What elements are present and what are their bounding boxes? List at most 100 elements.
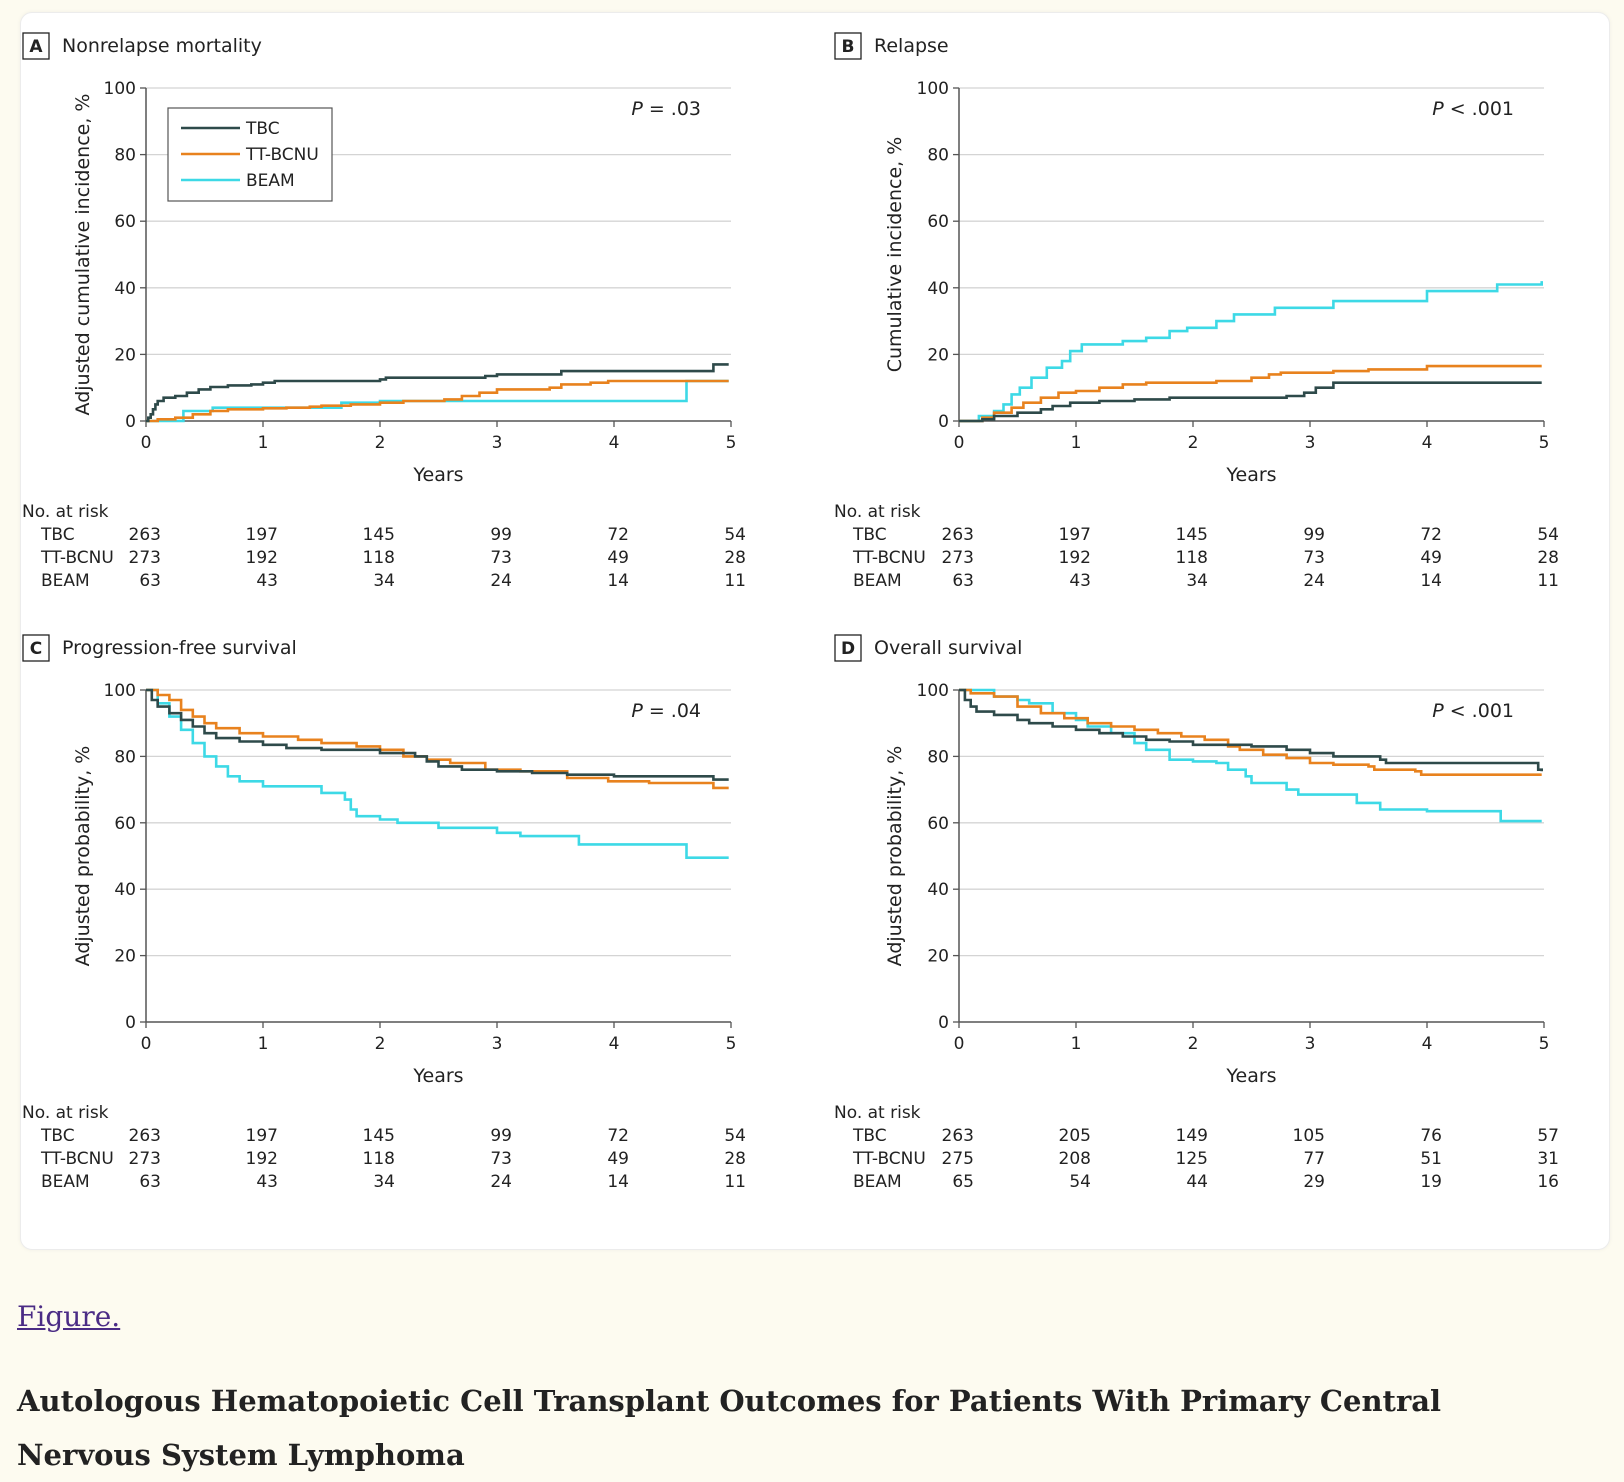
- x-tick-label: 4: [609, 433, 620, 453]
- at-risk-group-name: TT-BCNU: [852, 1149, 926, 1169]
- x-tick-label: 2: [1188, 1034, 1199, 1054]
- legend-label: BEAM: [246, 171, 295, 191]
- panel-title: Overall survival: [874, 637, 1022, 659]
- at-risk-count: 24: [490, 1172, 512, 1192]
- at-risk-group-name: TBC: [852, 525, 887, 545]
- at-risk-count: 72: [607, 525, 629, 545]
- at-risk-count: 263: [942, 525, 974, 545]
- at-risk-count: 24: [1303, 571, 1325, 591]
- at-risk-count: 43: [1069, 571, 1091, 591]
- panel-letter-box: [834, 634, 862, 662]
- figure-caption: Autologous Hematopoietic Cell Transplant…: [17, 1384, 1442, 1472]
- panel-title: Progression-free survival: [62, 637, 297, 659]
- at-risk-count: 273: [942, 548, 974, 568]
- at-risk-count: 273: [129, 548, 161, 568]
- at-risk-count: 72: [607, 1126, 629, 1146]
- at-risk-group-name: TT-BCNU: [40, 548, 114, 568]
- p-value-symbol: P: [631, 98, 643, 120]
- at-risk-count: 14: [607, 571, 629, 591]
- panel-c: C Progression-free survival 0 20 40 60 80 100 0 1…: [22, 634, 746, 1192]
- at-risk-count: 28: [1537, 548, 1559, 568]
- at-risk-count: 99: [1303, 525, 1325, 545]
- y-tick-label: 100: [104, 79, 136, 99]
- y-axis-label: Adjusted probability, %: [884, 746, 906, 967]
- at-risk-count: 145: [363, 525, 395, 545]
- at-risk-count: 16: [1537, 1172, 1559, 1192]
- y-tick-label: 20: [114, 345, 136, 365]
- y-tick-label: 60: [114, 212, 136, 232]
- at-risk-count: 105: [1293, 1126, 1325, 1146]
- figure-card: A Nonrelapse mortality 0 20 40 60 80 100 0 1 2 3 4 5 Y…: [20, 12, 1610, 1250]
- y-tick-label: 40: [114, 279, 136, 299]
- at-risk-count: 197: [246, 525, 278, 545]
- y-tick-label: 80: [927, 747, 949, 767]
- at-risk-group-name: TBC: [852, 1126, 887, 1146]
- at-risk-group-name: BEAM: [41, 571, 90, 591]
- x-tick-label: 2: [1188, 433, 1199, 453]
- x-tick-label: 2: [375, 1034, 386, 1054]
- at-risk-count: 273: [129, 1149, 161, 1169]
- at-risk-count: 54: [1537, 525, 1559, 545]
- y-axis-label: Cumulative incidence, %: [884, 137, 906, 373]
- at-risk-count: 54: [1069, 1172, 1091, 1192]
- at-risk-count: 11: [1537, 571, 1559, 591]
- panel-title: Relapse: [874, 35, 949, 57]
- x-tick-label: 5: [1539, 433, 1550, 453]
- at-risk-count: 197: [1059, 525, 1091, 545]
- series-line-tbc: [959, 688, 1543, 772]
- at-risk-count: 43: [256, 1172, 278, 1192]
- x-axis-label: Years: [412, 1065, 463, 1087]
- series-line-tt-bcnu: [959, 364, 1542, 423]
- at-risk-count: 145: [1176, 525, 1208, 545]
- at-risk-count: 73: [490, 1149, 512, 1169]
- panel-letter: A: [29, 37, 43, 57]
- series-line-tt-bcnu: [146, 688, 729, 790]
- at-risk-group-name: TBC: [40, 1126, 75, 1146]
- y-tick-label: 20: [927, 947, 949, 967]
- y-axis-label: Adjusted probability, %: [72, 746, 94, 967]
- at-risk-count: 197: [246, 1126, 278, 1146]
- at-risk-count: 99: [490, 1126, 512, 1146]
- p-value-symbol: P: [1432, 700, 1444, 722]
- y-tick-label: 60: [927, 212, 949, 232]
- panel-title: Nonrelapse mortality: [62, 35, 262, 57]
- x-tick-label: 3: [1305, 433, 1316, 453]
- series-line-beam: [959, 281, 1543, 423]
- at-risk-count: 11: [724, 1172, 746, 1192]
- at-risk-group-name: TT-BCNU: [852, 548, 926, 568]
- at-risk-count: 149: [1176, 1126, 1208, 1146]
- y-tick-label: 60: [114, 814, 136, 834]
- x-tick-label: 4: [1422, 433, 1433, 453]
- y-tick-label: 40: [927, 880, 949, 900]
- at-risk-count: 14: [1420, 571, 1442, 591]
- y-tick-label: 100: [104, 681, 136, 701]
- x-tick-label: 1: [1071, 1034, 1082, 1054]
- series-line-tt-bcnu: [959, 688, 1542, 776]
- p-value-text: = .04: [643, 700, 701, 722]
- x-tick-label: 1: [258, 1034, 269, 1054]
- at-risk-count: 44: [1186, 1172, 1208, 1192]
- at-risk-count: 65: [952, 1172, 974, 1192]
- figure-link[interactable]: Figure.: [17, 1300, 121, 1333]
- p-value-text: = .03: [643, 98, 701, 120]
- y-tick-label: 40: [114, 880, 136, 900]
- y-tick-label: 0: [125, 1013, 136, 1033]
- p-value-symbol: P: [1432, 98, 1444, 120]
- at-risk-count: 14: [607, 1172, 629, 1192]
- x-tick-label: 1: [1071, 433, 1082, 453]
- x-tick-label: 0: [954, 1034, 965, 1054]
- at-risk-count: 54: [724, 1126, 746, 1146]
- at-risk-count: 24: [490, 571, 512, 591]
- series-line-beam: [959, 688, 1542, 823]
- at-risk-count: 77: [1303, 1149, 1325, 1169]
- y-axis-label: Adjusted cumulative incidence, %: [72, 94, 94, 416]
- at-risk-count: 145: [363, 1126, 395, 1146]
- y-tick-label: 80: [114, 747, 136, 767]
- x-tick-label: 5: [726, 1034, 737, 1054]
- p-value-text: < .001: [1444, 700, 1514, 722]
- panel-letter-box: [834, 32, 862, 60]
- at-risk-count: 49: [607, 548, 629, 568]
- p-value: P < .001: [1432, 700, 1514, 722]
- at-risk-count: 28: [724, 1149, 746, 1169]
